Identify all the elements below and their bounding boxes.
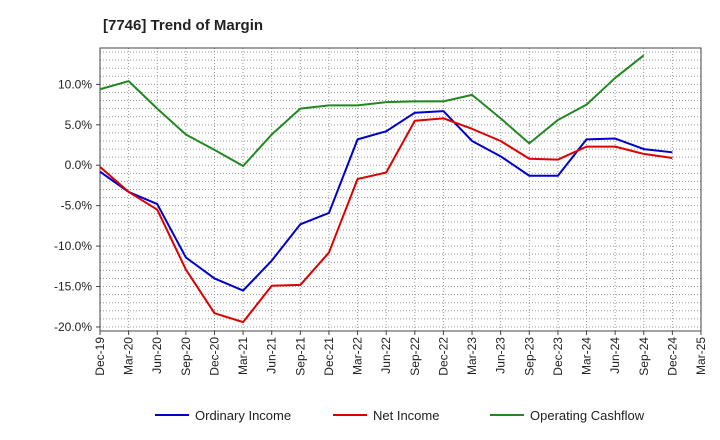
x-tick-label: Jun-24 [608, 337, 622, 374]
series-layer [99, 54, 673, 324]
axis-layer: 10.0%5.0%0.0%-5.0%-10.0%-15.0%-20.0%Dec-… [54, 47, 708, 376]
x-tick-label: Sep-21 [293, 337, 307, 376]
x-tick-label: Jun-20 [150, 337, 164, 374]
y-tick-label: -10.0% [54, 239, 92, 253]
x-tick-label: Dec-20 [207, 337, 221, 376]
x-tick-label: Dec-21 [322, 337, 336, 376]
series-line-net-income [99, 117, 673, 324]
x-tick-label: Sep-23 [522, 337, 536, 376]
x-tick-label: Mar-21 [236, 337, 250, 375]
x-tick-label: Dec-24 [665, 337, 679, 376]
grid-layer [99, 48, 702, 331]
y-tick-label: -15.0% [54, 280, 92, 294]
x-tick-label: Jun-21 [265, 337, 279, 374]
x-tick-label: Dec-23 [551, 337, 565, 376]
legend-label-operating-cashflow: Operating Cashflow [530, 408, 645, 423]
x-tick-label: Mar-23 [465, 337, 479, 375]
legend: Ordinary Income Net Income Operating Cashf… [155, 408, 645, 423]
y-tick-label: 0.0% [65, 158, 93, 172]
y-tick-label: -20.0% [54, 320, 92, 334]
x-tick-label: Mar-24 [580, 337, 594, 375]
x-tick-label: Mar-20 [122, 337, 136, 375]
x-tick-label: Jun-22 [379, 337, 393, 374]
x-tick-label: Dec-19 [93, 337, 107, 376]
legend-label-ordinary-income: Ordinary Income [195, 408, 291, 423]
x-tick-label: Dec-22 [436, 337, 450, 376]
chart-title: [7746] Trend of Margin [103, 17, 263, 34]
plot-frame [99, 47, 702, 332]
y-tick-label: 5.0% [65, 118, 93, 132]
x-tick-label: Mar-25 [694, 337, 708, 375]
x-tick-label: Mar-22 [351, 337, 365, 375]
x-tick-label: Sep-20 [179, 337, 193, 376]
series-line-ordinary-income [99, 110, 673, 292]
series-line-operating-cashflow [99, 54, 645, 168]
y-tick-label: -5.0% [61, 199, 93, 213]
x-tick-label: Jun-23 [494, 337, 508, 374]
x-tick-label: Sep-24 [637, 337, 651, 376]
x-tick-label: Sep-22 [408, 337, 422, 376]
y-tick-label: 10.0% [58, 77, 92, 91]
legend-label-net-income: Net Income [373, 408, 439, 423]
